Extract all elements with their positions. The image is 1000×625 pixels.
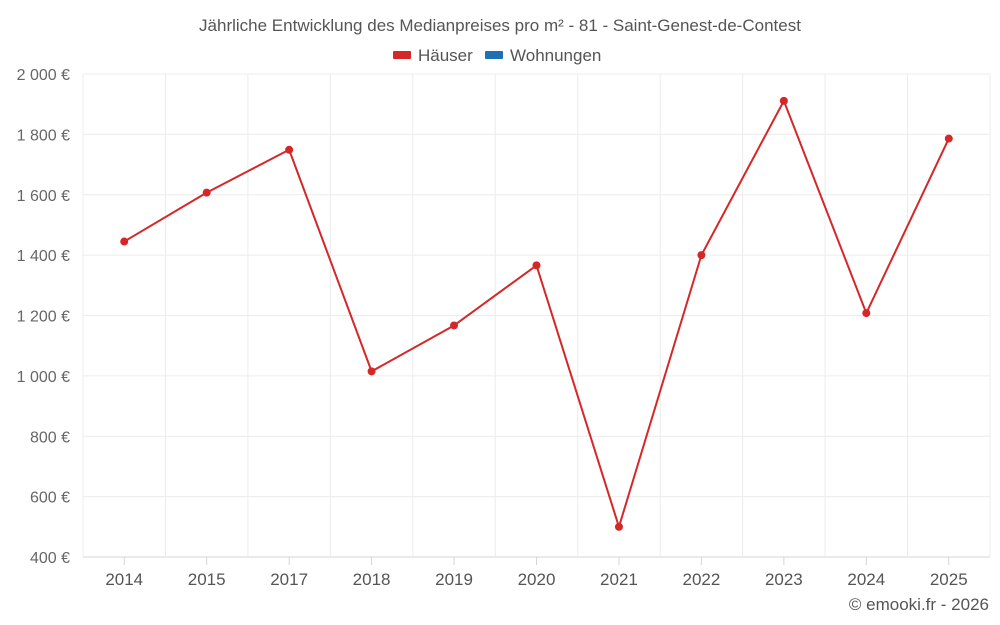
data-point[interactable] [367,367,376,376]
y-tick-label: 400 € [30,550,70,567]
x-tick-label: 2021 [600,570,638,589]
data-point[interactable] [285,145,294,154]
data-point[interactable] [697,251,706,260]
data-point[interactable] [779,96,788,105]
credit: © emooki.fr - 2026 [849,595,989,614]
data-point[interactable] [614,522,623,531]
grid [82,73,991,558]
x-tick-label: 2015 [188,570,226,589]
y-tick-label: 800 € [30,429,70,446]
y-tick-label: 1 600 € [17,188,70,205]
x-tick-label: 2017 [270,570,308,589]
legend-label-haeuser: Häuser [418,46,473,65]
y-tick-label: 600 € [30,490,70,507]
x-tick-label: 2014 [105,570,143,589]
data-point[interactable] [202,188,211,197]
legend-swatch-wohnungen [485,51,503,59]
data-point[interactable] [450,321,459,330]
legend: Häuser Wohnungen [393,46,601,65]
series-haeuser [120,96,953,531]
legend-item-wohnungen[interactable]: Wohnungen [485,46,601,65]
y-tick-label: 1 200 € [17,309,70,326]
x-axis: 2014 2015 2017 2018 2019 2020 2021 2022 2023 2024… [105,557,968,589]
y-axis: 2 000 € 1 800 € 1 600 € 1 400 € 1 200 € 1 000… [17,67,70,567]
y-tick-label: 1 000 € [17,369,70,386]
x-tick-label: 2024 [847,570,885,589]
x-tick-label: 2022 [682,570,720,589]
data-point[interactable] [120,237,129,246]
x-tick-label: 2019 [435,570,473,589]
data-point[interactable] [944,134,953,143]
x-tick-label: 2025 [930,570,968,589]
data-point[interactable] [862,309,871,318]
x-tick-label: 2018 [353,570,391,589]
data-point[interactable] [532,261,541,270]
legend-item-haeuser[interactable]: Häuser [393,46,473,65]
legend-label-wohnungen: Wohnungen [510,46,601,65]
legend-swatch-haeuser [393,51,411,59]
y-tick-label: 1 800 € [17,127,70,144]
y-tick-label: 1 400 € [17,248,70,265]
x-tick-label: 2020 [518,570,556,589]
x-tick-label: 2023 [765,570,803,589]
chart-title: Jährliche Entwicklung des Medianpreises … [199,16,801,35]
y-tick-label: 2 000 € [17,67,70,84]
